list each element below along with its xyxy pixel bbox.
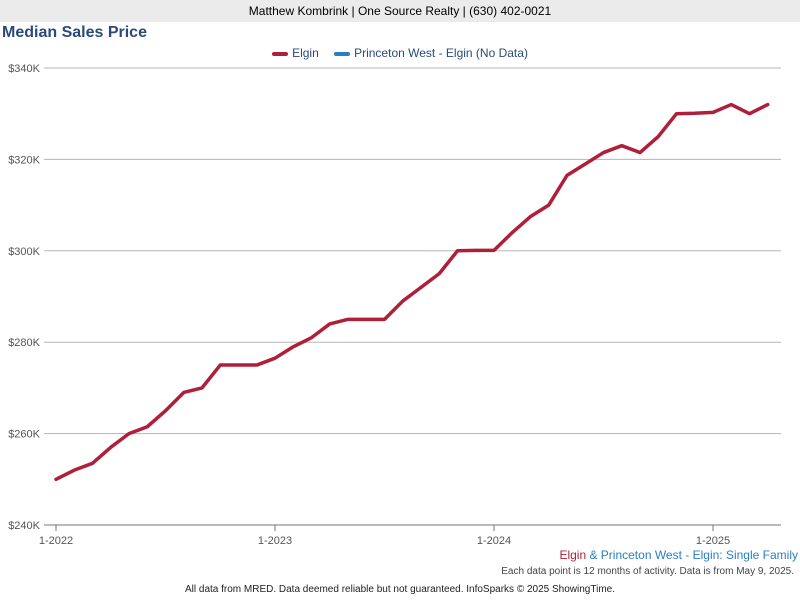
line-chart: $240K $260K $280K $300K $320K $340K 1-2022 1-20… bbox=[8, 63, 781, 547]
data-point bbox=[237, 363, 240, 367]
data-point bbox=[675, 112, 678, 115]
data-point bbox=[182, 391, 185, 394]
chart-subtitle: Elgin & Princeton West - Elgin: Single F… bbox=[559, 548, 798, 562]
data-point bbox=[511, 231, 514, 234]
x-tick-label: 1-2023 bbox=[258, 535, 292, 547]
y-tick-label: $240K bbox=[8, 520, 40, 532]
legend-item-princeton-west[interactable]: Princeton West - Elgin (No Data) bbox=[334, 46, 528, 60]
data-point bbox=[200, 386, 204, 390]
data-point bbox=[492, 249, 496, 252]
chart-legend: Elgin Princeton West - Elgin (No Data) bbox=[0, 46, 800, 60]
legend-item-elgin[interactable]: Elgin bbox=[272, 46, 319, 60]
data-point bbox=[638, 151, 642, 154]
data-point bbox=[273, 356, 277, 360]
y-tick-label: $340K bbox=[8, 63, 40, 75]
data-point bbox=[620, 144, 623, 147]
data-point bbox=[584, 162, 587, 166]
data-point bbox=[164, 409, 167, 412]
data-point bbox=[146, 425, 149, 428]
data-point bbox=[73, 468, 76, 472]
x-tick-label: 1-2024 bbox=[477, 535, 511, 547]
subtitle-ampersand: & bbox=[586, 548, 601, 562]
data-point bbox=[401, 299, 404, 303]
data-point bbox=[255, 363, 258, 367]
data-point bbox=[529, 215, 532, 218]
data-point bbox=[328, 322, 331, 326]
data-point bbox=[547, 203, 550, 207]
y-tick-label: $320K bbox=[8, 154, 40, 166]
y-tick-label: $280K bbox=[8, 337, 40, 349]
x-tick-label: 1-2025 bbox=[696, 535, 730, 547]
data-point bbox=[730, 103, 733, 106]
y-tick-label: $300K bbox=[8, 246, 40, 258]
data-point bbox=[711, 111, 715, 114]
data-point bbox=[109, 446, 112, 449]
subtitle-area-elgin: Elgin bbox=[559, 548, 587, 562]
y-tick-label: $260K bbox=[8, 429, 40, 441]
data-point bbox=[456, 249, 459, 252]
legend-label-elgin: Elgin bbox=[292, 46, 319, 60]
subtitle-area-princeton-west: Princeton West - Elgin bbox=[600, 548, 720, 562]
data-note: Each data point is 12 months of activity… bbox=[501, 566, 794, 577]
data-point bbox=[419, 286, 423, 289]
data-point bbox=[219, 363, 222, 367]
chart-title: Median Sales Price bbox=[2, 24, 147, 41]
series-line-elgin bbox=[54, 102, 770, 482]
legend-swatch-princeton-west bbox=[334, 51, 351, 56]
data-point bbox=[365, 318, 368, 321]
data-point bbox=[346, 318, 350, 321]
data-point bbox=[383, 318, 386, 321]
data-point bbox=[310, 336, 313, 339]
x-tick-label: 1-2022 bbox=[39, 535, 73, 547]
data-source-disclaimer: All data from MRED. Data deemed reliable… bbox=[184, 584, 615, 595]
data-point bbox=[127, 432, 131, 435]
subtitle-property-type: : Single Family bbox=[719, 548, 798, 562]
data-point bbox=[565, 174, 569, 177]
data-point bbox=[748, 112, 751, 115]
data-point bbox=[693, 112, 696, 115]
data-point bbox=[766, 103, 769, 106]
legend-swatch-elgin bbox=[272, 51, 289, 56]
data-point bbox=[292, 345, 295, 348]
data-point bbox=[657, 135, 660, 138]
legend-label-princeton-west: Princeton West - Elgin (No Data) bbox=[354, 46, 528, 60]
data-point bbox=[54, 478, 58, 481]
data-point bbox=[474, 249, 477, 252]
data-point bbox=[602, 151, 605, 154]
data-point bbox=[438, 272, 441, 275]
data-point bbox=[91, 462, 94, 465]
agent-banner: Matthew Kombrink | One Source Realty | (… bbox=[0, 0, 800, 22]
